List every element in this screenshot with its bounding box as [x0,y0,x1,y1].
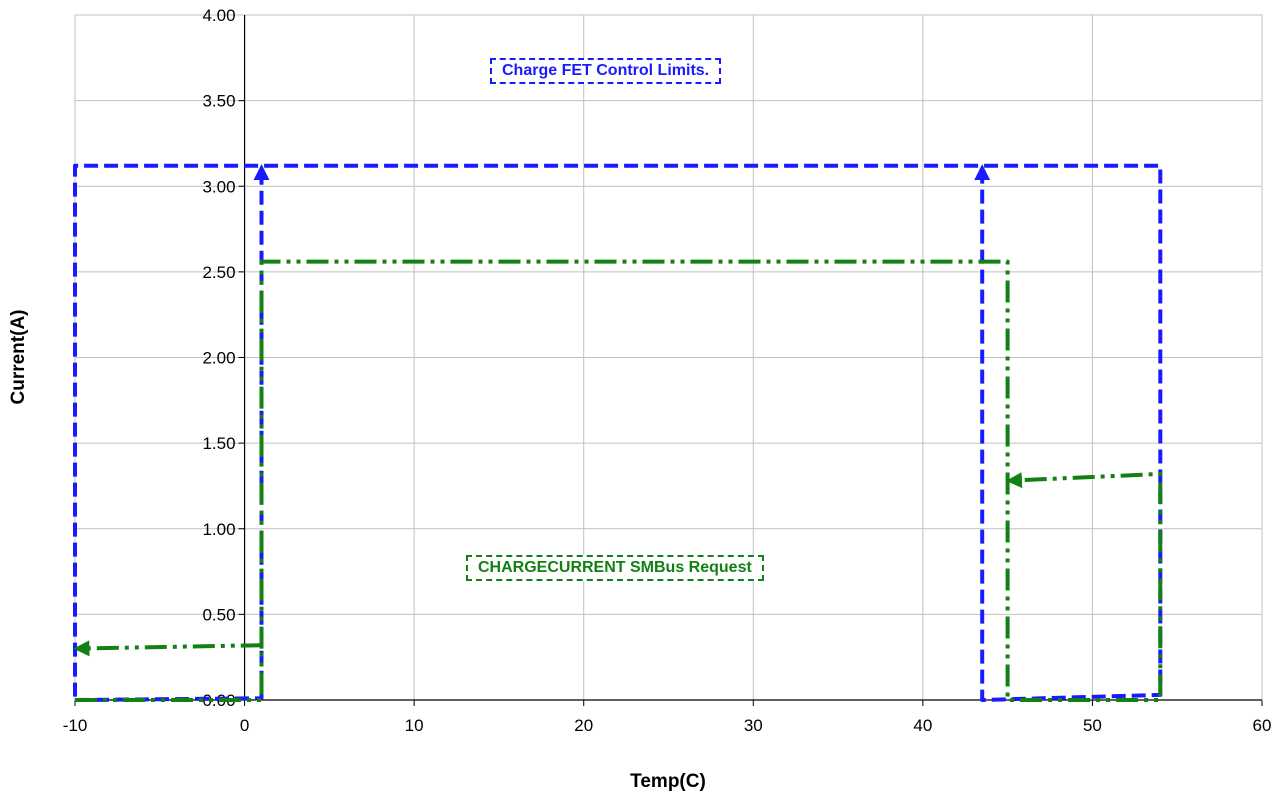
x-axis-title: Temp(C) [630,771,706,792]
y-tick-label: 3.50 [202,92,235,111]
x-tick-label: 0 [240,716,249,735]
y-tick-label: 4.00 [202,6,235,25]
x-tick-label: 50 [1083,716,1102,735]
y-tick-labels: 0.000.501.001.502.002.503.003.504.00 [202,6,235,710]
x-tick-label: 20 [574,716,593,735]
y-tick-label: 3.00 [202,177,235,196]
y-tick-label: 0.50 [202,605,235,624]
fet-limits-label: Charge FET Control Limits. [490,58,722,84]
y-tick-label: 1.00 [202,520,235,539]
series-line-request [259,259,1163,702]
axes [74,14,1263,706]
x-tick-label: 30 [744,716,763,735]
y-axis-title: Current(A) [8,310,29,405]
smbus-request-label: CHARGECURRENT SMBus Request [466,555,764,581]
series-lines [73,163,1163,702]
series-line-request [73,640,264,702]
y-tick-label: 1.50 [202,434,235,453]
x-tick-label: -10 [63,716,88,735]
y-tick-label: 2.00 [202,349,235,368]
x-tick-label: 60 [1253,716,1272,735]
grid [74,14,1263,701]
x-tick-label: 10 [405,716,424,735]
x-tick-labels: -10 0 10 20 30 40 50 60 [63,716,1272,735]
x-tick-label: 40 [913,716,932,735]
series-line-fet [73,163,1163,702]
y-tick-label: 2.50 [202,263,235,282]
